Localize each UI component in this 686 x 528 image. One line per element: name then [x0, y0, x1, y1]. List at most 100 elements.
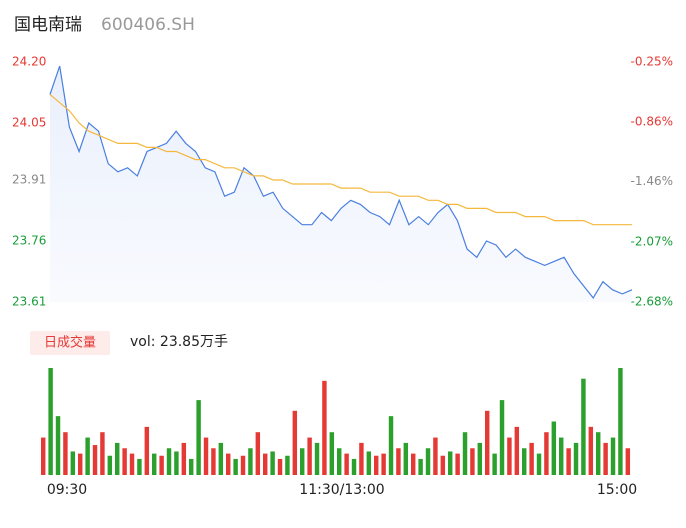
stock-name: 国电南瑞 — [14, 15, 82, 35]
volume-bar — [588, 426, 594, 475]
volume-bar — [70, 451, 76, 475]
volume-bar — [596, 432, 601, 475]
volume-bar — [374, 455, 379, 475]
volume-bar — [270, 451, 275, 475]
volume-bar — [366, 451, 372, 475]
y2-tick-label: -1.46% — [631, 174, 673, 188]
volume-bar — [292, 410, 298, 475]
y-tick-label: 24.20 — [12, 55, 46, 69]
volume-bar — [314, 442, 320, 475]
volume-label: vol: 23.85万手 — [130, 334, 228, 350]
volume-bar — [403, 442, 409, 475]
volume-bar — [122, 448, 127, 475]
volume-bar — [100, 432, 105, 475]
volume-bar — [307, 437, 312, 475]
volume-bar — [485, 410, 490, 475]
volume-bar — [418, 458, 423, 475]
volume-bar — [255, 432, 261, 475]
volume-bar — [203, 437, 209, 475]
volume-bar — [85, 437, 90, 475]
volume-bar — [514, 426, 520, 475]
y-tick-label: 23.91 — [12, 172, 46, 186]
volume-bar — [566, 448, 571, 475]
volume-bar — [411, 453, 416, 475]
volume-bar — [440, 455, 446, 475]
volume-bar — [625, 448, 631, 475]
volume-bar — [388, 416, 394, 475]
average-line — [49, 94, 632, 226]
volume-bar — [300, 448, 305, 475]
volume-bar — [337, 448, 342, 475]
volume-bar — [425, 448, 431, 475]
volume-bar — [433, 437, 438, 475]
volume-bar — [462, 432, 468, 475]
volume-bar — [115, 442, 120, 475]
volume-bar — [359, 442, 364, 475]
volume-bar — [499, 400, 505, 475]
volume-bar — [181, 442, 187, 475]
volume-bar — [137, 458, 142, 475]
volume-bar — [522, 448, 527, 475]
y2-tick-label: -2.68% — [631, 295, 673, 309]
volume-bar — [573, 442, 579, 475]
volume-bar — [218, 442, 224, 475]
volume-bar — [536, 453, 542, 475]
volume-bar — [92, 445, 98, 475]
volume-bar — [144, 426, 150, 475]
volume-bar — [196, 400, 201, 475]
volume-bar — [581, 378, 586, 475]
volume-bar — [529, 442, 534, 475]
volume-bar — [329, 432, 335, 475]
volume-bar — [448, 451, 453, 475]
volume-bar — [78, 453, 83, 475]
y-tick-label: 23.61 — [12, 295, 46, 309]
y2-tick-label: -2.07% — [631, 234, 673, 248]
volume-bar — [470, 448, 475, 475]
volume-bar — [322, 380, 327, 475]
volume-bar — [344, 453, 349, 475]
volume-bar — [351, 458, 357, 475]
price-area — [50, 66, 632, 302]
volume-bar — [240, 455, 246, 475]
y2-tick-label: -0.25% — [631, 55, 673, 69]
volume-badge[interactable]: 日成交量 — [44, 335, 96, 351]
price-line — [49, 65, 633, 299]
y2-tick-label: -0.86% — [631, 115, 673, 129]
volume-bar — [189, 458, 194, 475]
volume-bar — [477, 442, 483, 475]
volume-bar — [107, 455, 113, 475]
x-tick-label: 11:30/13:00 — [299, 482, 384, 498]
stock-code: 600406.SH — [101, 15, 195, 35]
volume-bar — [603, 442, 608, 475]
volume-bar — [551, 421, 557, 475]
volume-bar — [277, 458, 283, 475]
volume-bar — [263, 453, 268, 475]
volume-bar — [233, 458, 238, 475]
volume-bar — [226, 453, 231, 475]
volume-bar — [618, 368, 623, 475]
volume-bar — [455, 453, 460, 475]
volume-bar — [159, 455, 164, 475]
volume-bar — [285, 455, 290, 475]
volume-bar — [507, 437, 512, 475]
volume-bar — [396, 448, 401, 475]
volume-bar — [55, 416, 61, 475]
volume-bar — [559, 437, 564, 475]
volume-bar — [41, 437, 46, 475]
volume-bar — [492, 453, 497, 475]
volume-bar — [248, 448, 253, 475]
volume-bar — [174, 451, 179, 475]
y-tick-label: 24.05 — [12, 116, 46, 130]
volume-bar — [152, 453, 157, 475]
y-tick-label: 23.76 — [12, 233, 46, 247]
x-tick-label: 15:00 — [597, 482, 637, 498]
volume-bar — [381, 453, 386, 475]
volume-bar — [48, 368, 53, 475]
volume-bar — [211, 448, 216, 475]
volume-bar — [63, 432, 68, 475]
volume-bar — [544, 432, 549, 475]
volume-bar — [166, 448, 172, 475]
volume-bar — [610, 437, 616, 475]
volume-bar — [129, 453, 135, 475]
